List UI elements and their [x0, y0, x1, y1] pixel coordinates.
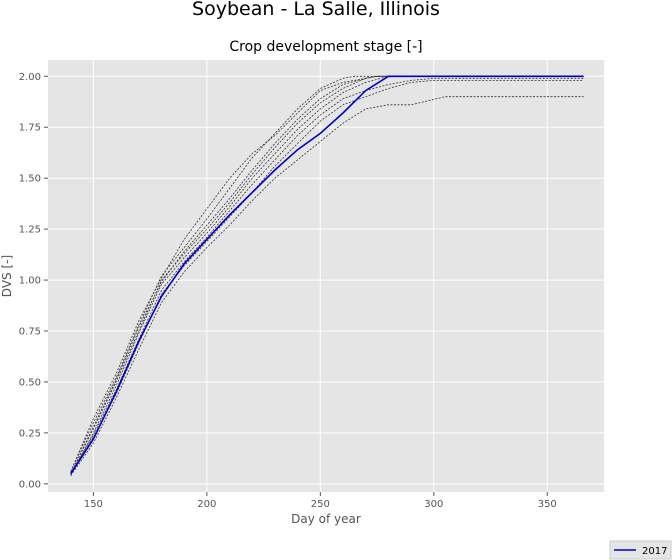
- series-line-8: [70, 75, 584, 474]
- series-line-2017: [70, 75, 584, 475]
- series-line-7: [70, 75, 584, 472]
- y-tick-label-2: 0.50: [19, 377, 41, 388]
- y-tick-label-8: 2.00: [19, 72, 41, 83]
- highlight-line: [70, 75, 584, 475]
- x-tick-label-300: 300: [424, 499, 443, 510]
- x-tick-label-350: 350: [538, 499, 557, 510]
- y-tick-label-1: 0.25: [19, 428, 41, 439]
- y-tick-label-4: 1.00: [19, 276, 41, 287]
- x-tick-label-150: 150: [84, 499, 103, 510]
- series-line-1: [70, 75, 584, 472]
- chart-title: Crop development stage [-]: [229, 39, 422, 55]
- series-line-5: [70, 80, 584, 476]
- legend-label-2017: 2017: [642, 546, 667, 557]
- y-axis-ticks: 0.00 0.25 0.50 0.75 1.00 1.25 1.50 1.75 2.00: [19, 72, 48, 490]
- series-line-3: [70, 75, 584, 476]
- x-axis-ticks: 150 200 250 300 350: [84, 492, 557, 510]
- series-line-2: [70, 75, 584, 474]
- y-tick-label-0: 0.00: [19, 479, 41, 490]
- x-tick-label-200: 200: [197, 499, 216, 510]
- y-tick-label-5: 1.25: [19, 225, 41, 236]
- x-tick-label-250: 250: [311, 499, 330, 510]
- y-tick-label-6: 1.50: [19, 174, 41, 185]
- y-axis-label: DVS [-]: [0, 255, 14, 297]
- legend: 2017: [609, 540, 672, 560]
- chart-suptitle: Soybean - La Salle, Illinois: [192, 0, 440, 20]
- plot-area: [48, 60, 604, 492]
- series-line-4: [70, 77, 584, 474]
- x-axis-label: Day of year: [291, 512, 361, 526]
- legend-box: [609, 540, 672, 560]
- series-line-6: [70, 96, 584, 476]
- series-lines: [70, 75, 584, 476]
- y-tick-label-3: 0.75: [19, 327, 41, 338]
- y-tick-label-7: 1.75: [19, 123, 41, 134]
